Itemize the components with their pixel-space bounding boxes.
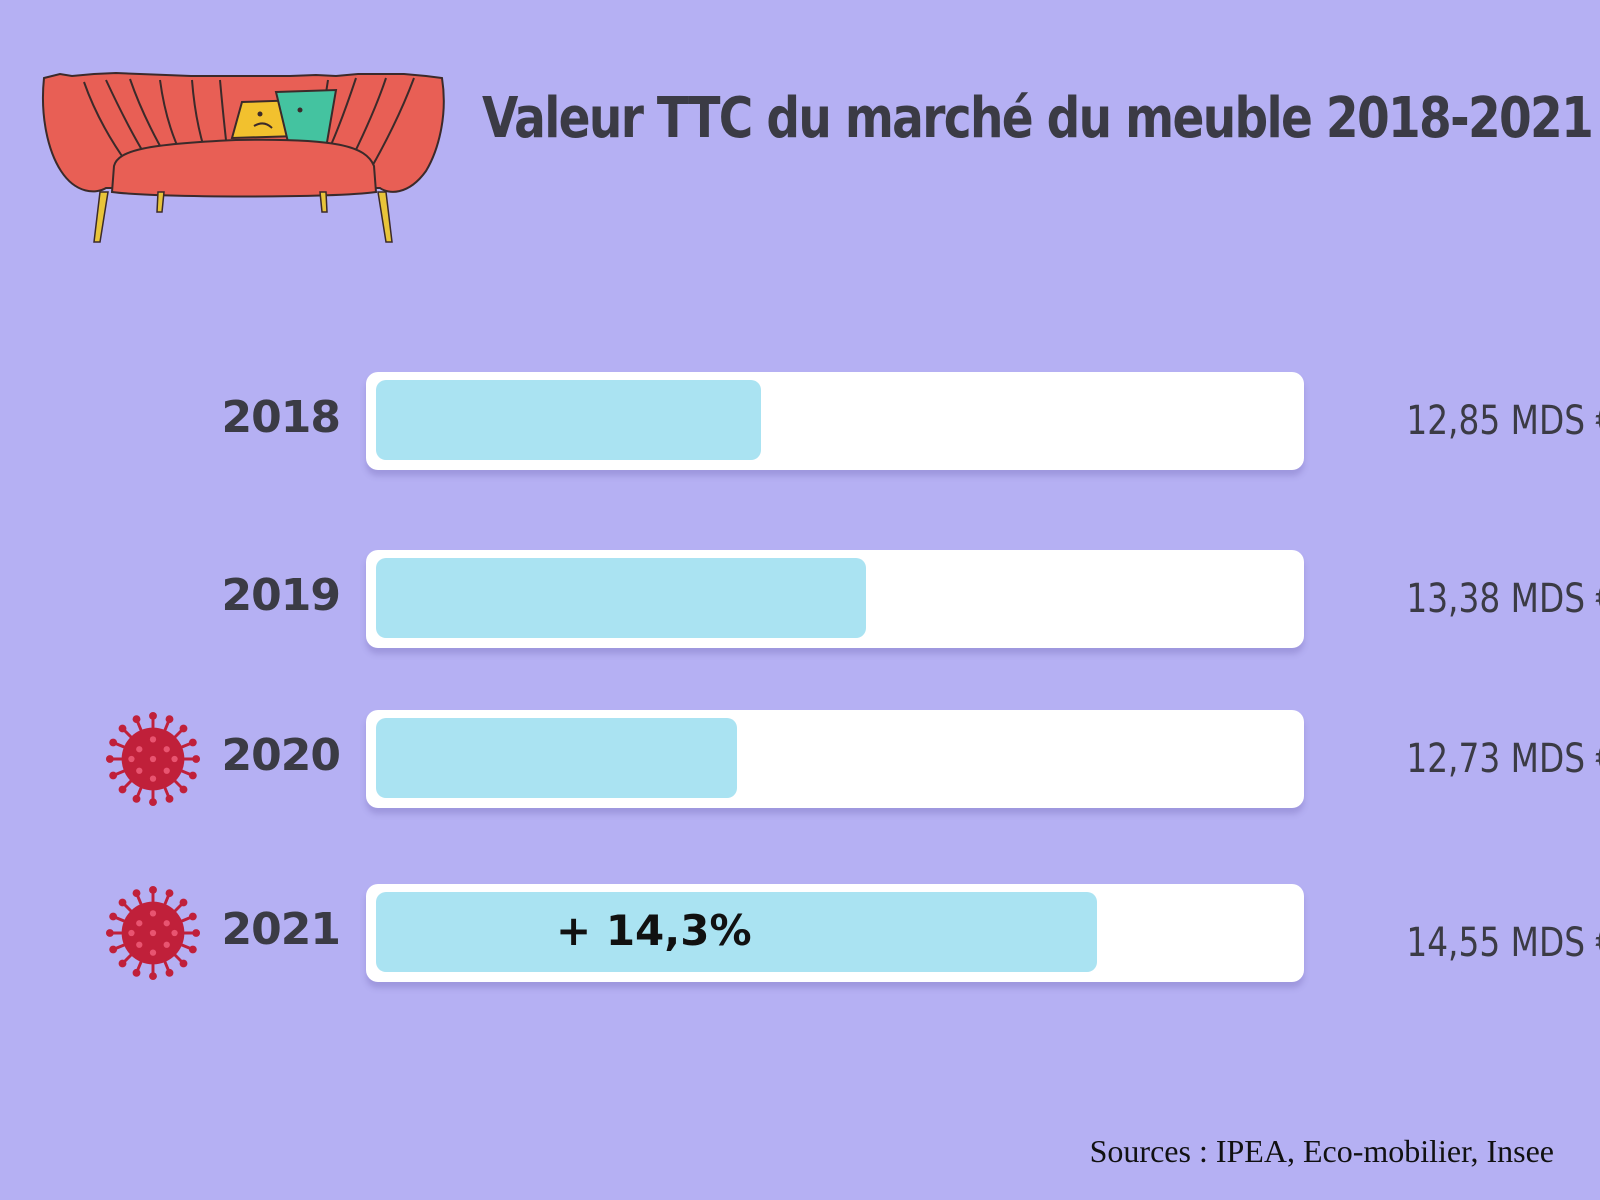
bar-row-2018: 2018 12,85 MDS € [0,372,1600,470]
bar-2021: + 14,3% [376,892,1097,972]
value-label-2020: 12,73 MDS € [1406,736,1600,782]
bar-track-2019: 13,38 MDS € [366,550,1600,648]
value-label-2021: 14,55 MDS € [1406,920,1600,966]
virus-icon [105,885,201,981]
bar-track-2021: + 14,3% 14,55 MDS € [366,884,1600,982]
bar-2018 [376,380,761,460]
year-label-2019: 2019 [221,570,341,621]
year-label-2018: 2018 [221,392,341,443]
year-label-2020: 2020 [221,730,341,781]
growth-annotation: + 14,3% [556,906,752,955]
value-label-2018: 12,85 MDS € [1406,398,1600,444]
bar-track-2020: 12,73 MDS € [366,710,1600,808]
bar-row-2020: 2020 12,73 MDS € [0,710,1600,808]
virus-icon [105,711,201,807]
sources-note: Sources : IPEA, Eco-mobilier, Insee [1089,1133,1554,1169]
bar-row-2021: 2021 + 14,3% 14,55 MDS € [0,884,1600,982]
bar-track-2018: 12,85 MDS € [366,372,1600,470]
sofa-icon [41,71,445,243]
bar-row-2019: 2019 13,38 MDS € [0,550,1600,648]
year-label-2021: 2021 [221,904,341,955]
bar-2019 [376,558,866,638]
bar-2020 [376,718,738,798]
value-label-2019: 13,38 MDS € [1406,576,1600,622]
chart-title: Valeur TTC du marché du meuble 2018-2021 [482,86,1594,151]
